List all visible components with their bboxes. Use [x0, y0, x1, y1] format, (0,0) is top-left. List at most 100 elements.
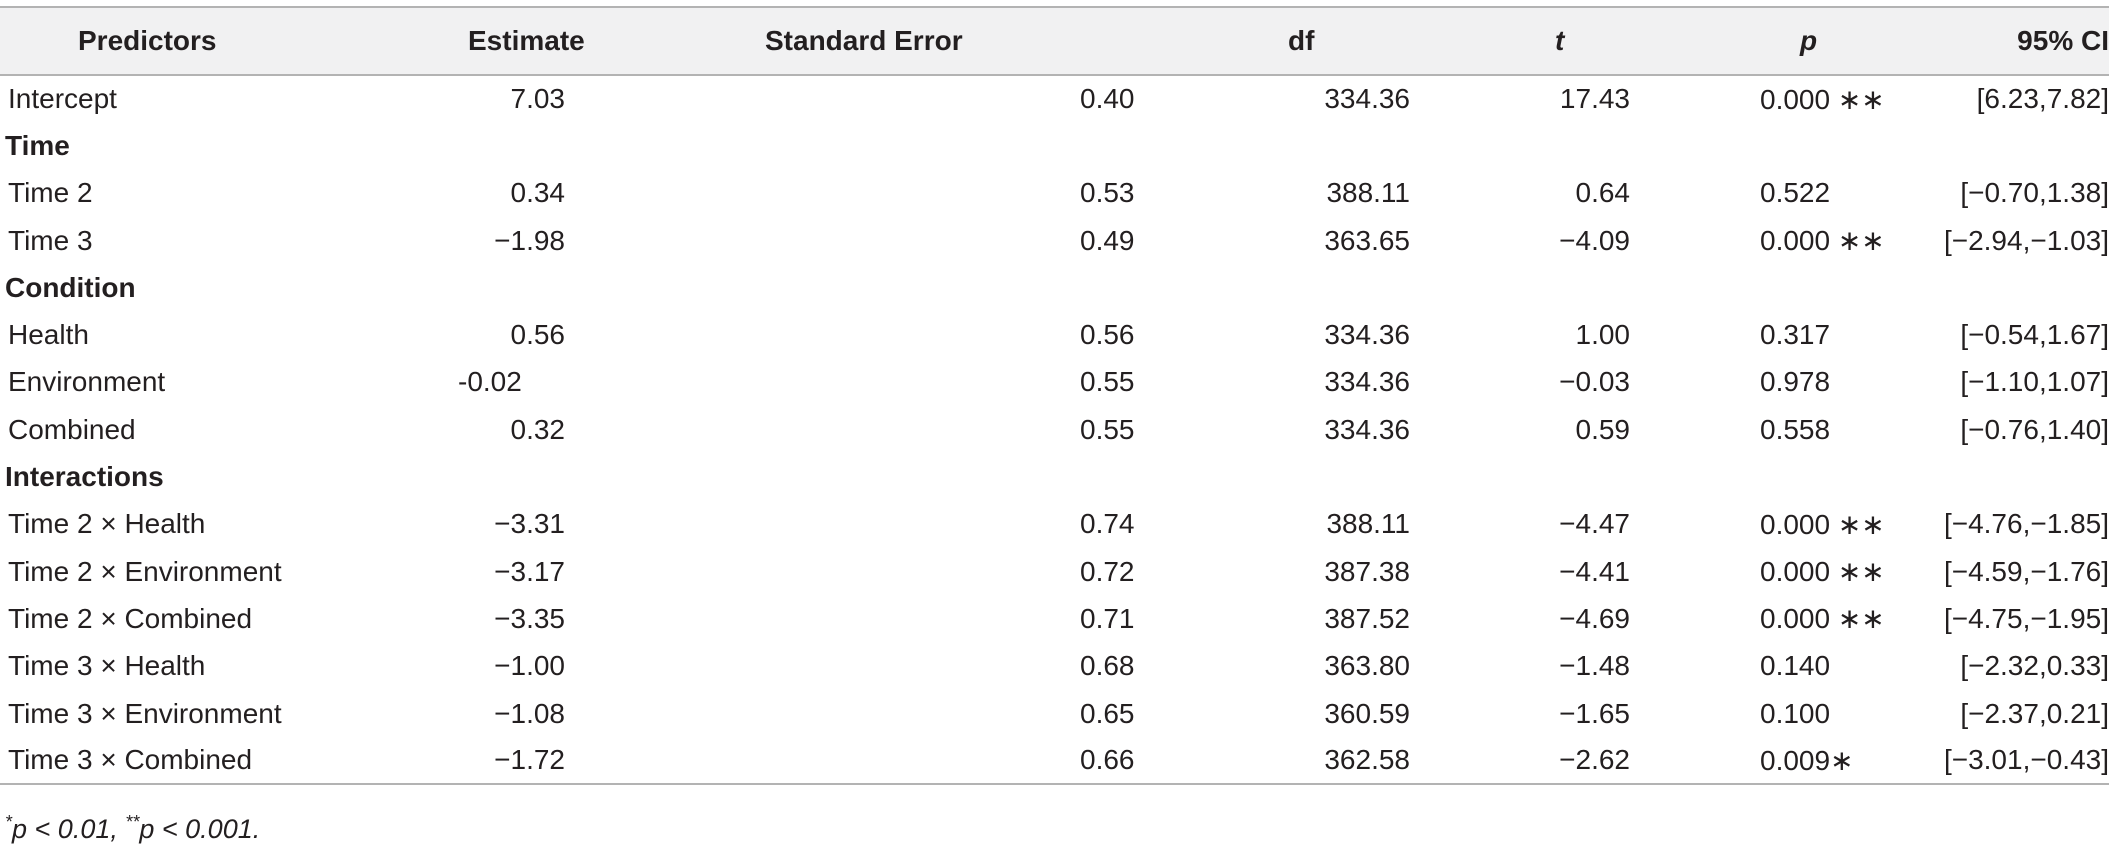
p-value-cell: 0.140 [1760, 650, 1831, 682]
table-row: Time 2 0.34 0.53 388.11 0.64 0.522 [−0.70,1.38… [0, 170, 2109, 217]
table-row: Time 3 × Health −1.00 0.68 363.80 −1.48 0.140… [0, 643, 2109, 690]
table-row: Combined 0.32 0.55 334.36 0.59 0.558 [−0.76,1.… [0, 406, 2109, 453]
results-table: Predictors Estimate Standard Error df t … [0, 6, 2109, 786]
df-cell: 387.52 [1324, 602, 1410, 634]
table-row: Time 2 × Environment −3.17 0.72 387.38 −4.41… [0, 548, 2109, 595]
header-estimate: Estimate [420, 6, 660, 76]
table-row: Health 0.56 0.56 334.36 1.00 0.317 [−0.54,1.67… [0, 311, 2109, 358]
group-row: Condition [0, 264, 2109, 311]
ci-cell: [−4.75,−1.95] [1943, 602, 2109, 634]
table-body: Intercept 7.03 0.40 334.36 17.43 0.000 ∗∗ [6.2… [0, 75, 2109, 786]
ci-cell: [−2.32,0.33] [1960, 650, 2109, 682]
estimate-cell: 7.03 [510, 83, 566, 115]
header-t: t [1410, 6, 1630, 76]
standard-error-cell: 0.53 [1080, 177, 1135, 209]
table-row: Time 2 × Health −3.31 0.74 388.11 −4.47 0.000… [0, 501, 2109, 548]
header-p: p [1630, 6, 1890, 76]
group-row: Interactions [0, 453, 2109, 500]
estimate-cell: −1.00 [494, 650, 565, 682]
predictor-cell: Time 2 × Environment [8, 555, 282, 587]
df-cell: 360.59 [1324, 697, 1410, 729]
ci-cell: [−2.94,−1.03] [1943, 224, 2109, 256]
table-row: Time 3 × Environment −1.08 0.65 360.59 −1.65… [0, 690, 2109, 737]
ci-cell: [6.23,7.82] [1976, 83, 2109, 115]
predictor-cell: Intercept [8, 83, 117, 115]
ci-cell: [−0.70,1.38] [1960, 177, 2109, 209]
standard-error-cell: 0.49 [1080, 224, 1135, 256]
t-cell: −0.03 [1559, 366, 1630, 398]
footnote-star-1: * [5, 812, 13, 832]
p-value-cell: 0.000 ∗∗ [1760, 508, 1885, 540]
df-cell: 362.58 [1110, 737, 1410, 786]
estimate-cell: -0.02 [458, 366, 522, 398]
ci-cell: [−4.76,−1.85] [1943, 508, 2109, 540]
standard-error-cell: 0.71 [1080, 602, 1135, 634]
df-cell: 334.36 [1324, 319, 1410, 351]
standard-error-cell: 0.55 [1080, 413, 1135, 445]
header-row: Predictors Estimate Standard Error df t … [0, 6, 2109, 76]
p-value-cell: 0.000 ∗∗ [1760, 556, 1885, 588]
p-value-cell: 0.558 [1760, 413, 1831, 445]
results-table-container: Predictors Estimate Standard Error df t … [0, 6, 2109, 786]
t-cell: −4.69 [1559, 602, 1630, 634]
group-label: Condition [5, 271, 136, 303]
predictor-cell: Time 2 × Health [8, 508, 206, 540]
t-cell: 0.64 [1575, 177, 1631, 209]
p-value-cell: 0.522 [1760, 177, 1831, 209]
predictor-cell: Health [8, 319, 89, 351]
group-label: Time [5, 129, 70, 161]
t-cell: 17.43 [1559, 83, 1630, 115]
t-cell: 0.59 [1575, 413, 1631, 445]
standard-error-cell: 0.56 [1080, 319, 1135, 351]
ci-cell: [−0.76,1.40] [1960, 413, 2109, 445]
p-value-cell: 0.000 ∗∗ [1760, 603, 1885, 635]
df-cell: 387.38 [1324, 555, 1410, 587]
predictor-cell: Combined [8, 413, 136, 445]
p-value-cell: 0.000 ∗∗ [1760, 83, 1885, 115]
df-cell: 388.11 [1326, 177, 1410, 209]
p-value-cell: 0.317 [1760, 319, 1831, 351]
table-row: Time 3 × Combined −1.72 0.66 362.58 −2.62 0.0… [0, 737, 2109, 786]
estimate-cell: −1.98 [494, 224, 565, 256]
ci-cell: [−4.59,−1.76] [1943, 555, 2109, 587]
df-cell: 334.36 [1324, 413, 1410, 445]
group-label: Interactions [5, 461, 164, 493]
standard-error-cell: 0.65 [1080, 697, 1135, 729]
header-95-ci: 95% CI [1890, 6, 2109, 76]
p-value-cell: 0.000 ∗∗ [1760, 225, 1885, 257]
table-footnote: *p < 0.01, **p < 0.001. [5, 812, 260, 845]
estimate-cell: −3.31 [494, 508, 565, 540]
estimate-cell: −3.35 [494, 602, 565, 634]
t-cell: −4.09 [1559, 224, 1630, 256]
group-row: Time [0, 122, 2109, 169]
t-cell: −4.47 [1559, 508, 1630, 540]
p-value-cell: 0.009∗ [1630, 737, 1890, 786]
footnote-star-2: ** [125, 812, 140, 832]
table-row: Time 2 × Combined −3.35 0.71 387.52 −4.69 0.0… [0, 595, 2109, 642]
table-row: Intercept 7.03 0.40 334.36 17.43 0.000 ∗∗ [6.2… [0, 75, 2109, 122]
df-cell: 334.36 [1324, 366, 1410, 398]
ci-cell: [−2.37,0.21] [1960, 697, 2109, 729]
p-value-cell: 0.978 [1760, 366, 1831, 398]
df-cell: 334.36 [1324, 83, 1410, 115]
df-cell: 363.80 [1324, 650, 1410, 682]
t-cell: −2.62 [1410, 737, 1630, 786]
t-cell: −1.48 [1559, 650, 1630, 682]
df-cell: 388.11 [1326, 508, 1410, 540]
predictor-cell: Time 2 [8, 177, 93, 209]
estimate-cell: 0.32 [510, 413, 566, 445]
predictor-cell: Time 3 × Combined [0, 737, 420, 786]
ci-cell: [−1.10,1.07] [1960, 366, 2109, 398]
t-cell: −4.41 [1559, 555, 1630, 587]
estimate-cell: 0.34 [510, 177, 566, 209]
header-df: df [1110, 6, 1410, 76]
header-predictors: Predictors [0, 6, 420, 76]
standard-error-cell: 0.72 [1080, 555, 1135, 587]
estimate-cell: 0.56 [510, 319, 566, 351]
table-header: Predictors Estimate Standard Error df t … [0, 6, 2109, 76]
predictor-cell: Environment [8, 366, 166, 398]
predictor-cell: Time 3 × Environment [8, 697, 282, 729]
predictor-cell: Time 3 [8, 224, 93, 256]
ci-cell: [−0.54,1.67] [1960, 319, 2109, 351]
standard-error-cell: 0.55 [1080, 366, 1135, 398]
